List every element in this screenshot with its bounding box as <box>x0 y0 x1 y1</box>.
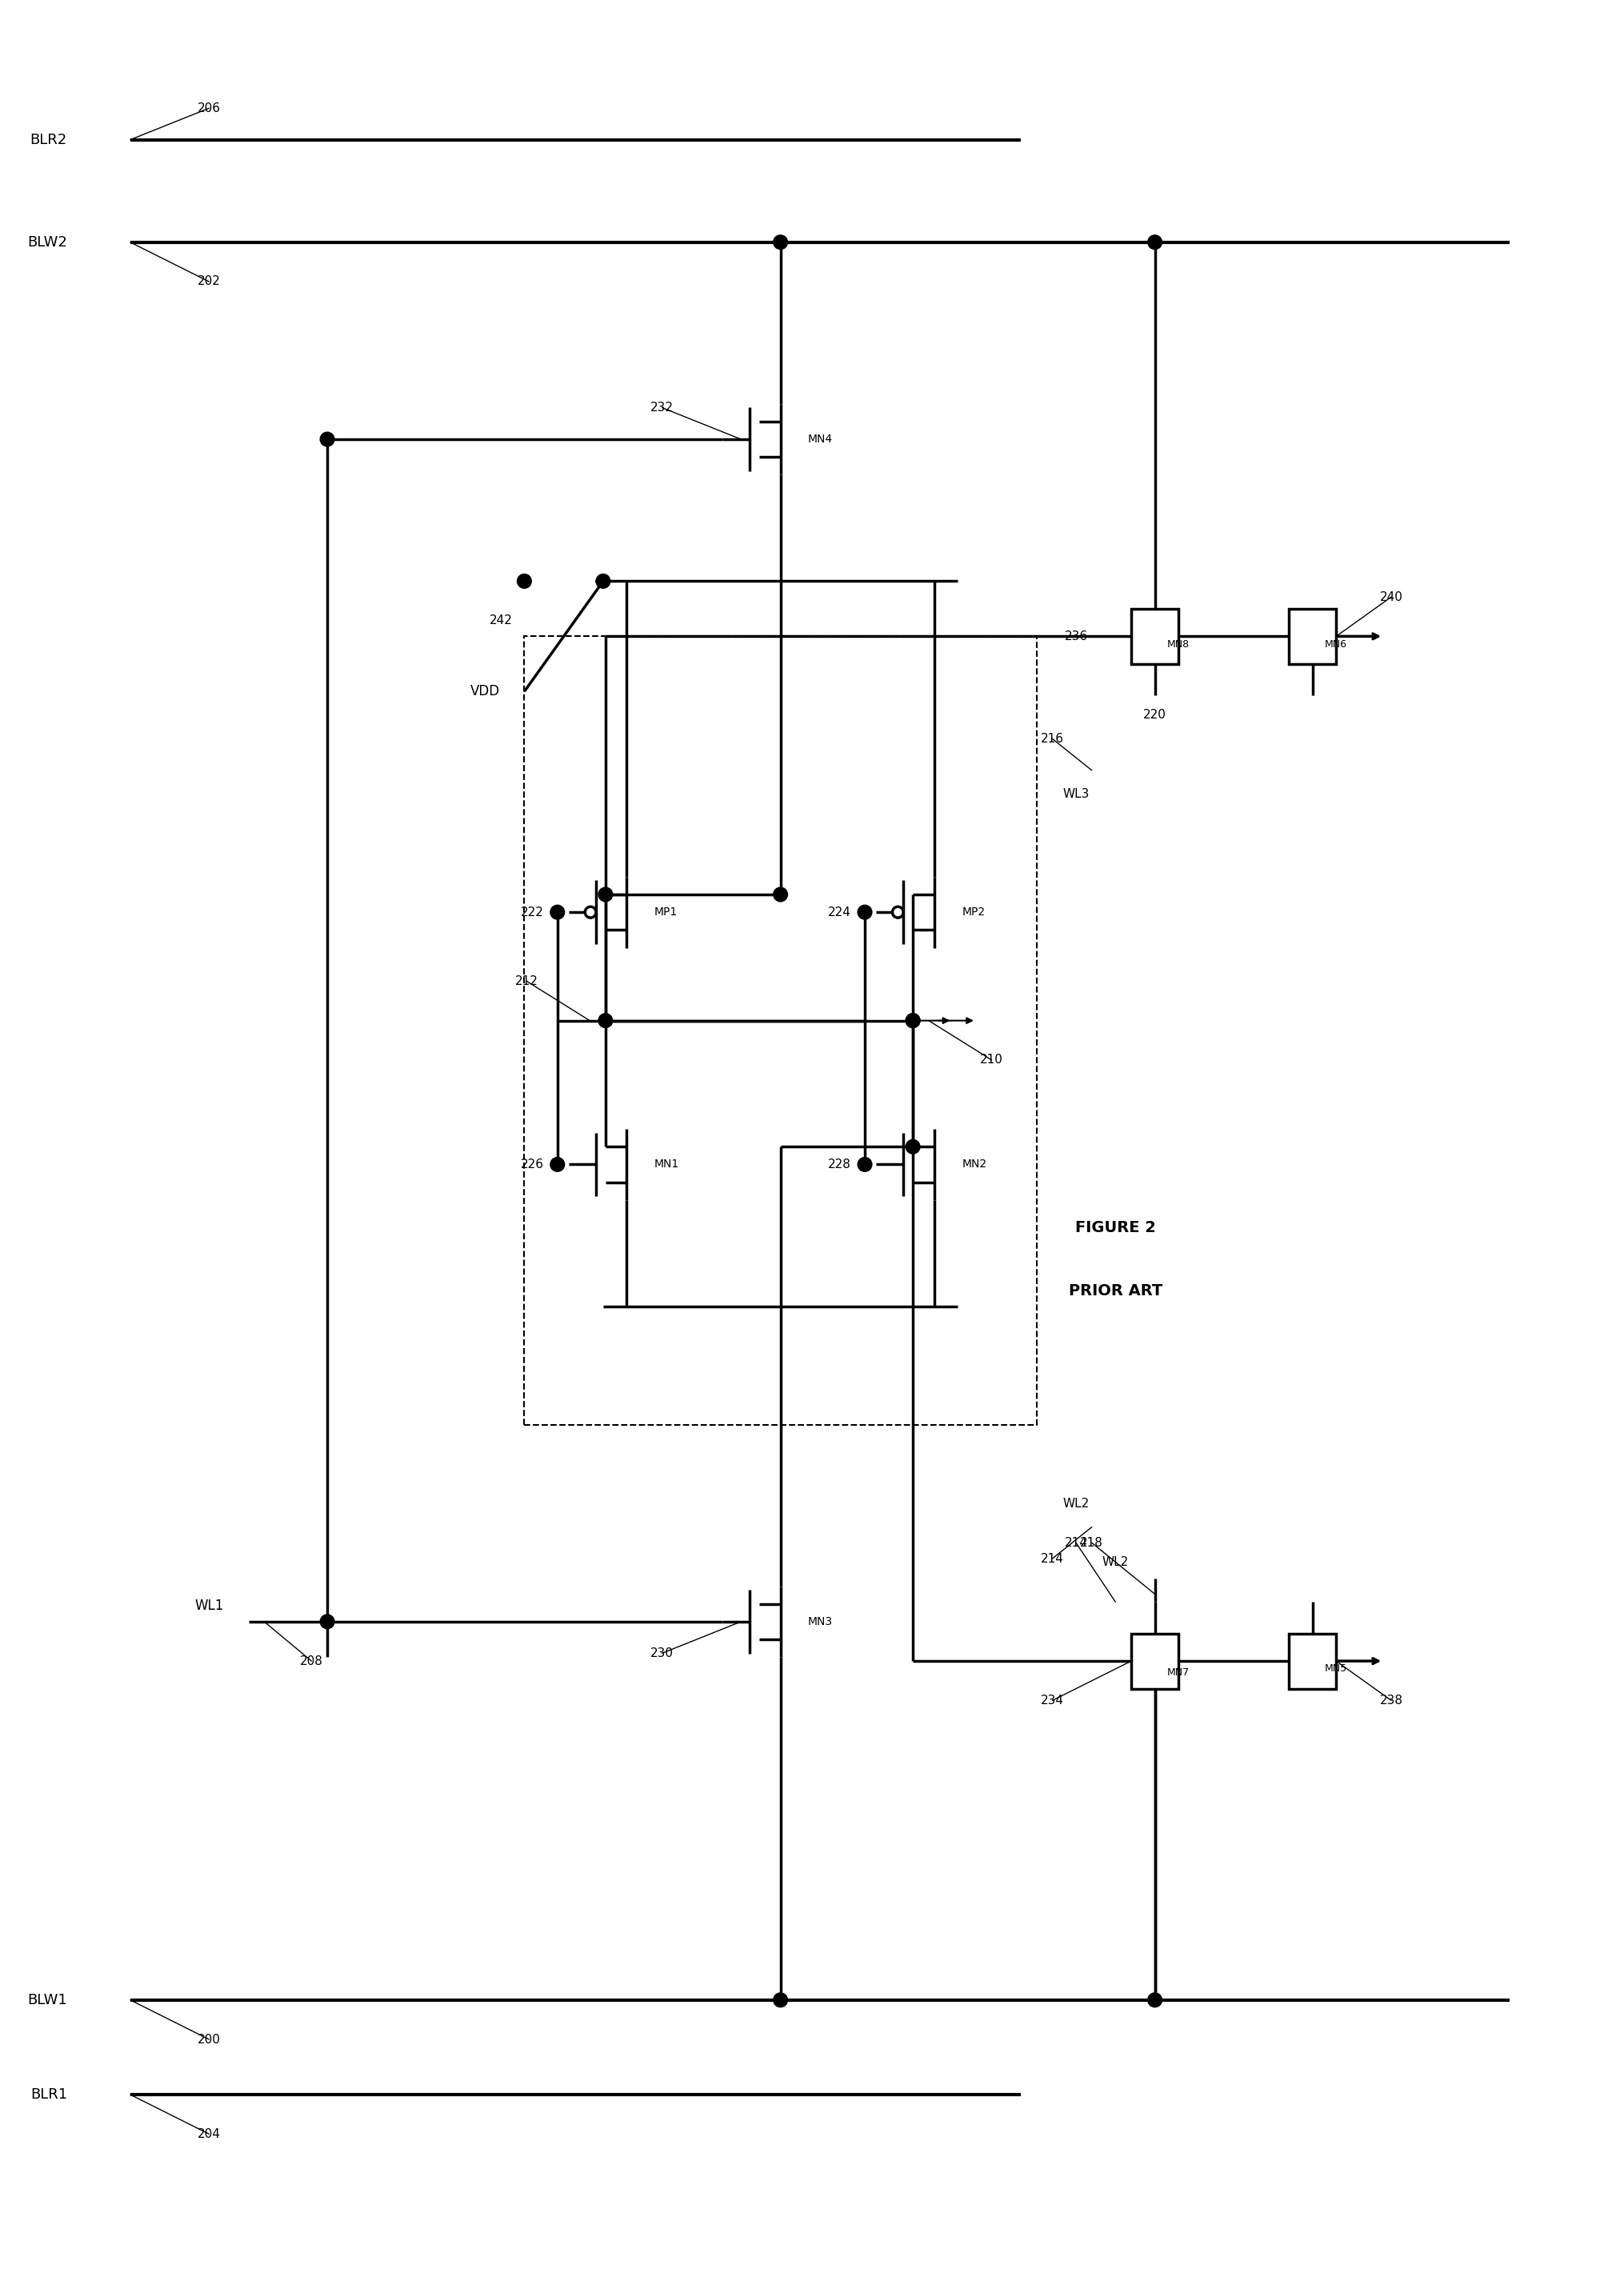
Circle shape <box>320 431 335 447</box>
Text: 214: 214 <box>1041 1552 1064 1566</box>
Text: MN7: MN7 <box>1166 1668 1189 1679</box>
Text: 208: 208 <box>300 1654 323 1668</box>
Bar <box>1289 1634 1337 1688</box>
Circle shape <box>1148 236 1161 250</box>
Text: MN2: MN2 <box>961 1159 987 1171</box>
Circle shape <box>516 574 531 588</box>
Text: BLR2: BLR2 <box>31 132 67 147</box>
Text: 200: 200 <box>198 2033 221 2044</box>
Text: 212: 212 <box>515 976 538 987</box>
Circle shape <box>320 1616 335 1629</box>
Text: WL3: WL3 <box>1062 787 1090 801</box>
Text: 218: 218 <box>1080 1536 1103 1550</box>
Text: 230: 230 <box>651 1647 674 1659</box>
Bar <box>1132 1634 1179 1688</box>
Text: MN5: MN5 <box>1324 1663 1346 1675</box>
Circle shape <box>1148 1992 1161 2008</box>
Text: 222: 222 <box>521 905 544 919</box>
Text: PRIOR ART: PRIOR ART <box>1069 1282 1163 1298</box>
Circle shape <box>598 1014 612 1028</box>
Text: 228: 228 <box>828 1159 851 1171</box>
Text: 216: 216 <box>1041 733 1064 744</box>
Circle shape <box>551 1157 565 1171</box>
Text: 202: 202 <box>198 275 221 288</box>
Circle shape <box>596 574 611 588</box>
Text: MN6: MN6 <box>1324 640 1346 649</box>
Bar <box>525 635 1036 1425</box>
Circle shape <box>773 887 788 901</box>
Text: MN3: MN3 <box>809 1616 833 1627</box>
Text: WL1: WL1 <box>195 1600 224 1613</box>
Text: MN8: MN8 <box>1166 640 1189 649</box>
Text: BLW1: BLW1 <box>28 1992 67 2008</box>
Text: WL2: WL2 <box>1103 1557 1129 1568</box>
Text: 232: 232 <box>651 402 674 413</box>
Text: MP2: MP2 <box>961 908 986 919</box>
Bar <box>1132 608 1179 665</box>
Text: WL2: WL2 <box>1062 1498 1090 1509</box>
Circle shape <box>857 1157 872 1171</box>
Text: 234: 234 <box>1041 1695 1064 1706</box>
Text: 236: 236 <box>1064 631 1088 642</box>
Text: 226: 226 <box>521 1159 544 1171</box>
Text: 210: 210 <box>981 1055 1004 1066</box>
Text: MN4: MN4 <box>809 433 833 445</box>
Circle shape <box>857 905 872 919</box>
Circle shape <box>906 1014 919 1028</box>
Text: VDD: VDD <box>469 685 500 699</box>
Text: 214: 214 <box>1064 1536 1088 1550</box>
Text: 204: 204 <box>198 2128 221 2140</box>
Circle shape <box>773 236 788 250</box>
Text: 242: 242 <box>489 615 512 626</box>
Circle shape <box>773 1992 788 2008</box>
Circle shape <box>551 905 565 919</box>
Text: BLR1: BLR1 <box>31 2087 67 2101</box>
Circle shape <box>906 1014 919 1028</box>
Text: 220: 220 <box>1143 710 1166 722</box>
Text: BLW2: BLW2 <box>28 236 67 250</box>
Text: FIGURE 2: FIGURE 2 <box>1075 1221 1156 1234</box>
Bar <box>1289 608 1337 665</box>
Text: 224: 224 <box>828 905 851 919</box>
Text: MN1: MN1 <box>654 1159 679 1171</box>
Circle shape <box>598 887 612 901</box>
Text: 238: 238 <box>1380 1695 1403 1706</box>
Text: 240: 240 <box>1380 590 1403 604</box>
Text: 206: 206 <box>198 102 221 113</box>
Circle shape <box>906 1139 919 1155</box>
Text: MP1: MP1 <box>654 908 677 919</box>
